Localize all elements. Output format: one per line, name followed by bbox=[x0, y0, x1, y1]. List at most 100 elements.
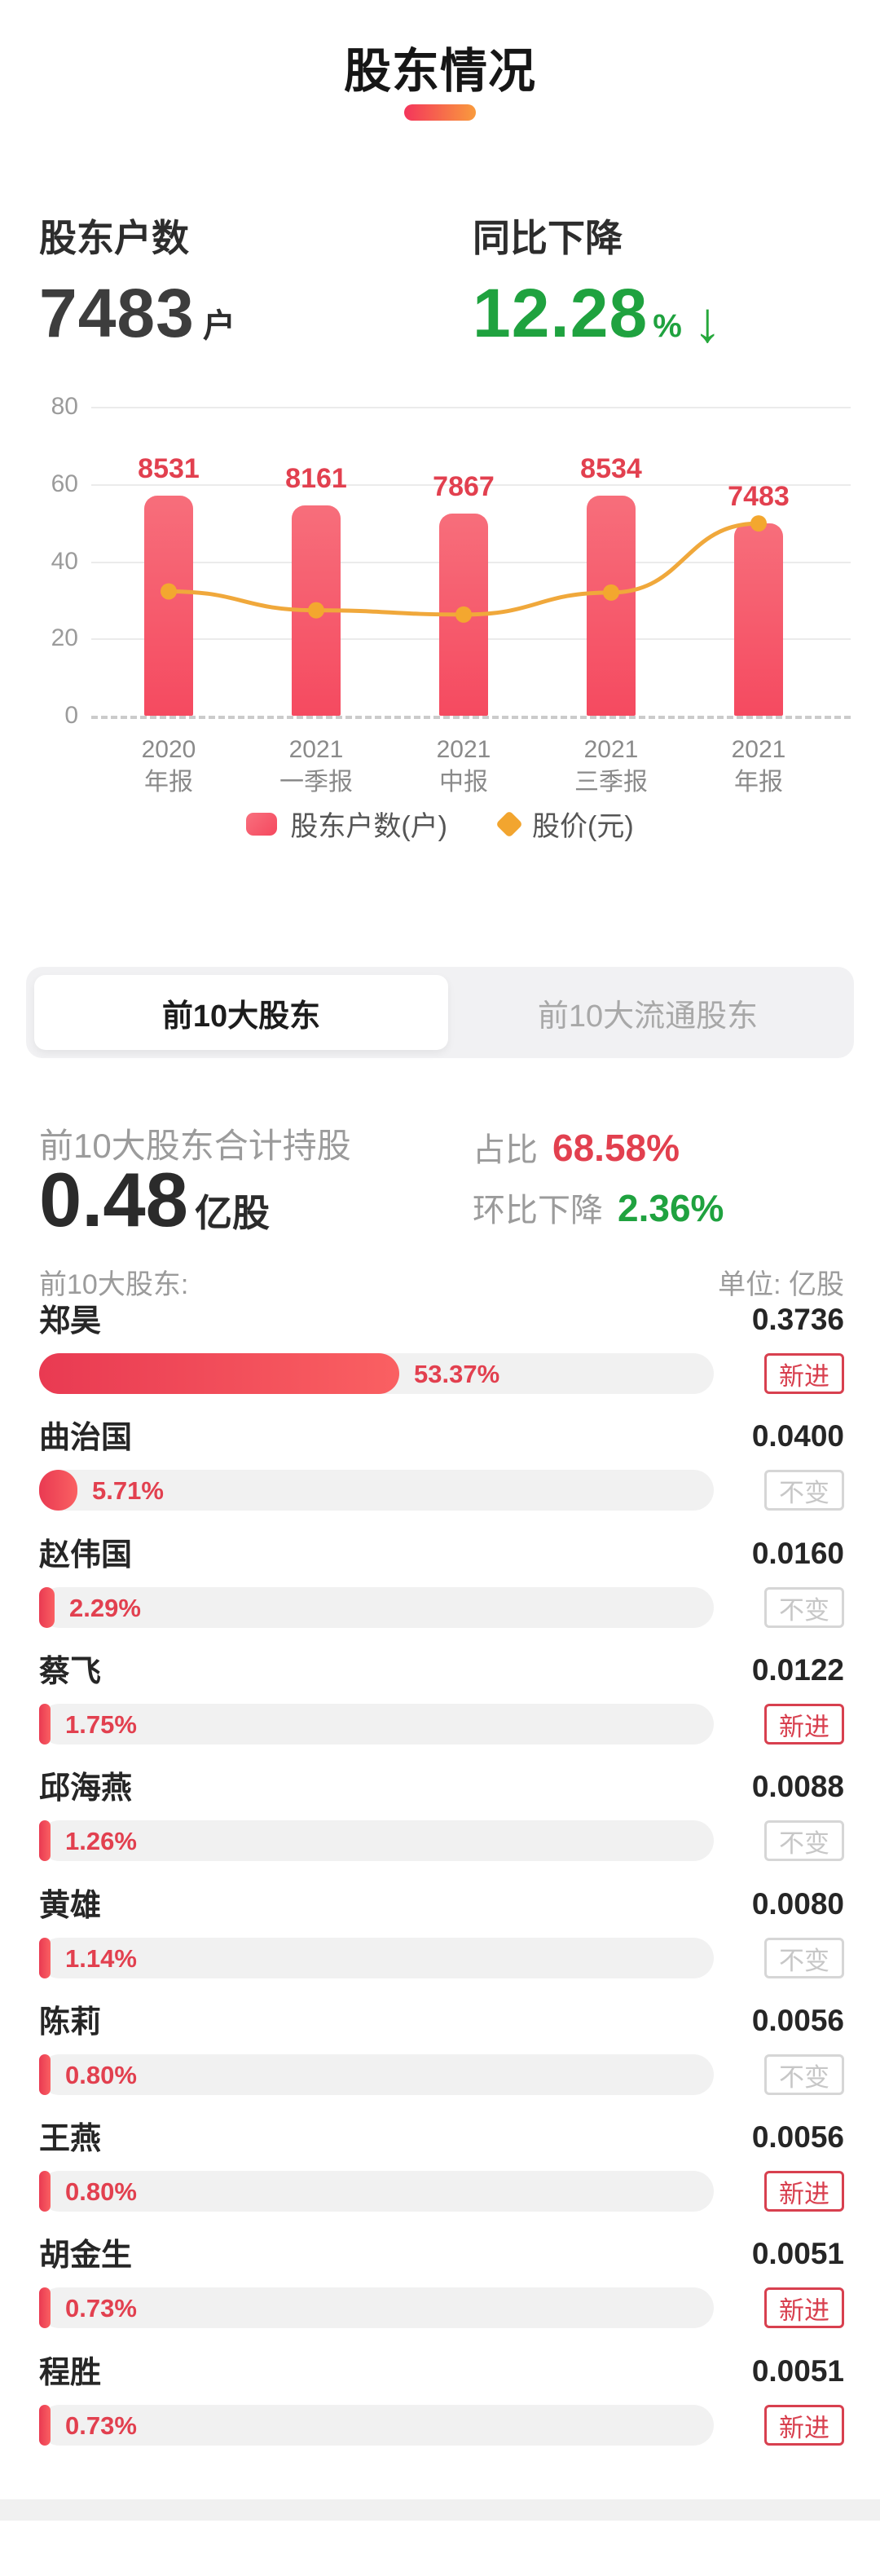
shareholder-row[interactable]: 蔡飞 1.75% 0.0122 新进 bbox=[0, 1653, 880, 1759]
holding-bar-fill bbox=[39, 2405, 51, 2446]
badge-unchanged: 不变 bbox=[764, 2054, 844, 2095]
shareholder-row[interactable]: 邱海燕 1.26% 0.0088 不变 bbox=[0, 1770, 880, 1876]
yoy-change-label: 同比下降 bbox=[473, 217, 623, 259]
holding-value: 0.0056 bbox=[751, 2004, 844, 2037]
badge-new: 新进 bbox=[764, 1704, 844, 1745]
holders-price-chart: 80 60 40 20 0 8531 2020 年报 8161 2021 一季报 7867 2021… bbox=[0, 383, 880, 840]
holding-bar-fill bbox=[39, 2054, 51, 2095]
price-line-layer bbox=[161, 515, 767, 623]
holding-bar-fill bbox=[39, 1353, 399, 1394]
gridline bbox=[91, 483, 851, 486]
holding-ratio-label: 占比 bbox=[473, 1132, 538, 1168]
holders-count-unit: 户 bbox=[202, 308, 235, 344]
mom-change-value: 2.36% bbox=[618, 1187, 724, 1229]
shareholder-row[interactable]: 曲治国 5.71% 0.0400 不变 bbox=[0, 1419, 880, 1525]
legend-label: 股价(元) bbox=[532, 811, 634, 842]
x-axis-tick: 2021 一季报 bbox=[279, 736, 353, 796]
bar-value-label: 7483 bbox=[728, 480, 790, 512]
holding-bar-fill bbox=[39, 1704, 51, 1745]
badge-unchanged: 不变 bbox=[764, 1470, 844, 1511]
holding-value: 0.0400 bbox=[751, 1419, 844, 1453]
legend-item-price[interactable]: 股价(元) bbox=[495, 804, 634, 844]
holding-percent: 1.26% bbox=[65, 1827, 137, 1855]
holding-bar-fill bbox=[39, 1938, 51, 1978]
badge-new: 新进 bbox=[764, 2171, 844, 2212]
holders-bar bbox=[587, 496, 636, 716]
holding-bar-track: 1.26% bbox=[39, 1820, 714, 1861]
shareholder-row[interactable]: 赵伟国 2.29% 0.0160 不变 bbox=[0, 1537, 880, 1643]
holding-percent: 1.14% bbox=[65, 1944, 137, 1973]
tab-top10-float-shareholders[interactable]: 前10大流通股东 bbox=[537, 999, 759, 1034]
holding-percent: 0.80% bbox=[65, 2177, 137, 2206]
holding-bar-track: 0.80% bbox=[39, 2054, 714, 2095]
total-holdings-value-row: 0.48 亿股 bbox=[39, 1156, 270, 1244]
yoy-change-unit: % bbox=[653, 308, 682, 344]
shareholder-name: 曲治国 bbox=[39, 1421, 133, 1455]
badge-new: 新进 bbox=[764, 2405, 844, 2446]
price-point bbox=[161, 583, 177, 600]
x-axis-tick: 2021 三季报 bbox=[574, 736, 648, 796]
y-axis-tick: 0 bbox=[64, 702, 78, 729]
holding-percent: 53.37% bbox=[414, 1360, 500, 1388]
price-point bbox=[308, 602, 324, 619]
holding-value: 0.0160 bbox=[751, 1537, 844, 1570]
page-title: 股东情况 bbox=[343, 45, 536, 98]
x-axis-zero-line bbox=[91, 716, 851, 719]
y-axis-tick: 80 bbox=[51, 393, 78, 420]
holding-percent: 0.73% bbox=[65, 2411, 137, 2440]
holding-value: 0.3736 bbox=[751, 1303, 844, 1336]
holding-percent: 0.73% bbox=[65, 2294, 137, 2322]
holders-bar bbox=[734, 523, 783, 716]
holding-bar-track: 0.73% bbox=[39, 2405, 714, 2446]
gridline bbox=[91, 407, 851, 408]
shareholder-row[interactable]: 王燕 0.80% 0.0056 新进 bbox=[0, 2120, 880, 2226]
holding-bar-track: 1.75% bbox=[39, 1704, 714, 1745]
badge-unchanged: 不变 bbox=[764, 1587, 844, 1628]
badge-unchanged: 不变 bbox=[764, 1938, 844, 1978]
x-axis-tick: 2021 年报 bbox=[731, 736, 786, 796]
tab-top10-shareholders[interactable]: 前10大股东 bbox=[34, 975, 448, 1050]
holding-percent: 1.75% bbox=[65, 1710, 137, 1739]
holding-bar-fill bbox=[39, 2287, 51, 2328]
shareholder-name: 程胜 bbox=[39, 2356, 102, 2390]
price-point bbox=[750, 515, 767, 532]
line-diamond-icon bbox=[495, 809, 523, 838]
badge-unchanged: 不变 bbox=[764, 1820, 844, 1861]
price-point bbox=[603, 584, 619, 601]
shareholder-name: 胡金生 bbox=[39, 2239, 133, 2273]
holding-value: 0.0122 bbox=[751, 1653, 844, 1687]
holding-bar-fill bbox=[39, 1587, 55, 1628]
holders-count-stat: 股东户数 7483 户 bbox=[39, 209, 235, 353]
holders-bar bbox=[144, 496, 193, 716]
shareholder-row[interactable]: 胡金生 0.73% 0.0051 新进 bbox=[0, 2237, 880, 2343]
shareholder-row[interactable]: 陈莉 0.80% 0.0056 不变 bbox=[0, 2004, 880, 2110]
shareholder-row[interactable]: 郑昊 53.37% 0.3736 新进 bbox=[0, 1303, 880, 1409]
badge-new: 新进 bbox=[764, 2287, 844, 2328]
holding-percent: 0.80% bbox=[65, 2061, 137, 2089]
y-axis-tick: 60 bbox=[51, 470, 78, 497]
holding-value: 0.0051 bbox=[751, 2354, 844, 2388]
total-holdings-value: 0.48 bbox=[39, 1157, 188, 1242]
bar-value-label: 8534 bbox=[580, 453, 642, 485]
legend-label: 股东户数(户) bbox=[290, 811, 447, 842]
holding-value: 0.0056 bbox=[751, 2120, 844, 2154]
legend-item-holders[interactable]: 股东户数(户) bbox=[246, 804, 447, 844]
holding-ratio-row: 占比 68.58% bbox=[473, 1123, 680, 1171]
holding-bar-fill bbox=[39, 2171, 51, 2212]
shareholder-name: 陈莉 bbox=[39, 2005, 102, 2040]
yoy-change-stat: 同比下降 12.28 % ↓ bbox=[473, 209, 722, 353]
shareholder-name: 邱海燕 bbox=[39, 1771, 133, 1806]
x-axis-tick: 2020 年报 bbox=[141, 736, 196, 796]
holding-bar-track: 0.73% bbox=[39, 2287, 714, 2328]
badge-new: 新进 bbox=[764, 1353, 844, 1394]
holding-ratio-value: 68.58% bbox=[552, 1127, 680, 1169]
chart-legend: 股东户数(户) 股价(元) bbox=[0, 804, 880, 844]
shareholder-row[interactable]: 程胜 0.73% 0.0051 新进 bbox=[0, 2354, 880, 2460]
yoy-change-value: 12.28 bbox=[473, 275, 649, 351]
shareholder-name: 郑昊 bbox=[39, 1304, 102, 1339]
shareholder-row[interactable]: 黄雄 1.14% 0.0080 不变 bbox=[0, 1887, 880, 1993]
bar-swatch-icon bbox=[246, 812, 278, 836]
shareholder-name: 蔡飞 bbox=[39, 1655, 102, 1689]
down-arrow-icon: ↓ bbox=[693, 290, 722, 354]
shareholder-name: 黄雄 bbox=[39, 1889, 102, 1923]
